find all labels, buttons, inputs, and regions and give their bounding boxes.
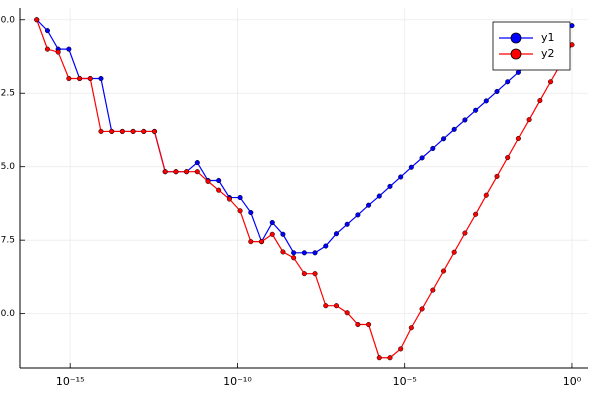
point	[451, 126, 457, 132]
y-tick-label: -17.5	[0, 236, 15, 246]
y-tick-label: -10.0	[0, 15, 15, 25]
point	[440, 136, 447, 142]
point	[280, 231, 286, 237]
point	[547, 79, 554, 85]
y-tick-label: -15.0	[0, 162, 15, 172]
series-line	[36, 19, 573, 254]
point	[344, 221, 350, 227]
legend-label: y1	[541, 31, 555, 44]
point	[269, 219, 275, 226]
point	[505, 79, 511, 85]
point	[226, 196, 232, 202]
point	[440, 268, 447, 274]
point	[216, 187, 222, 193]
point	[77, 75, 83, 82]
point	[291, 255, 297, 261]
legend-box	[492, 21, 571, 71]
point	[462, 117, 468, 123]
point	[483, 192, 489, 198]
point	[408, 325, 414, 331]
point	[387, 183, 393, 189]
point	[323, 303, 329, 309]
point	[98, 75, 104, 82]
point	[66, 75, 72, 82]
point	[87, 75, 93, 82]
series-line	[36, 19, 573, 359]
point	[376, 355, 382, 361]
x-tick-label: 10⁻¹⁰	[223, 375, 252, 388]
point	[494, 173, 500, 179]
point	[355, 321, 361, 328]
point	[151, 128, 158, 134]
point	[216, 177, 222, 184]
point	[526, 117, 532, 123]
point	[258, 239, 265, 245]
point	[98, 128, 104, 134]
point	[505, 155, 511, 161]
point	[301, 271, 307, 277]
point	[248, 209, 254, 216]
point	[398, 174, 404, 180]
point	[387, 355, 393, 361]
point	[366, 321, 372, 328]
point	[162, 169, 168, 175]
point	[398, 346, 404, 352]
point	[408, 164, 414, 170]
point	[237, 208, 243, 214]
point	[376, 193, 382, 199]
point	[44, 46, 50, 52]
point	[248, 239, 254, 245]
point	[537, 98, 543, 104]
point	[333, 303, 340, 309]
legend-label: y2	[541, 47, 555, 60]
legend-marker	[510, 32, 522, 44]
point	[301, 250, 307, 256]
point	[333, 231, 340, 237]
x-tick-label: 10⁰	[563, 375, 582, 388]
y-tick-label: -20.0	[0, 309, 15, 319]
x-tick-label: 10⁻⁵	[393, 375, 417, 388]
point	[355, 212, 361, 218]
point	[280, 249, 286, 255]
point	[323, 243, 329, 249]
point	[44, 28, 50, 34]
point	[515, 69, 521, 75]
point	[451, 249, 457, 255]
point	[141, 128, 147, 134]
y-tick-label: -12.5	[0, 89, 15, 99]
point	[312, 250, 318, 256]
point	[494, 88, 500, 95]
point	[237, 195, 243, 201]
point	[473, 107, 479, 113]
point	[430, 145, 436, 152]
point	[109, 128, 115, 134]
point	[194, 160, 200, 166]
legend-marker	[510, 48, 522, 60]
point	[269, 231, 275, 237]
point	[173, 169, 179, 175]
point	[130, 128, 136, 134]
point	[312, 271, 318, 277]
point	[344, 310, 350, 316]
point	[291, 250, 297, 256]
point	[419, 306, 425, 312]
point	[473, 211, 479, 217]
point	[66, 46, 72, 52]
point	[419, 155, 425, 161]
point	[366, 202, 372, 208]
point	[194, 169, 200, 175]
point	[184, 169, 190, 175]
x-tick-label: 10⁻¹⁵	[56, 375, 85, 388]
point	[34, 17, 40, 23]
point	[205, 178, 211, 184]
point	[430, 287, 436, 293]
point	[462, 230, 468, 236]
point	[119, 128, 125, 134]
point	[515, 135, 521, 142]
point	[55, 49, 61, 55]
point	[483, 98, 489, 104]
